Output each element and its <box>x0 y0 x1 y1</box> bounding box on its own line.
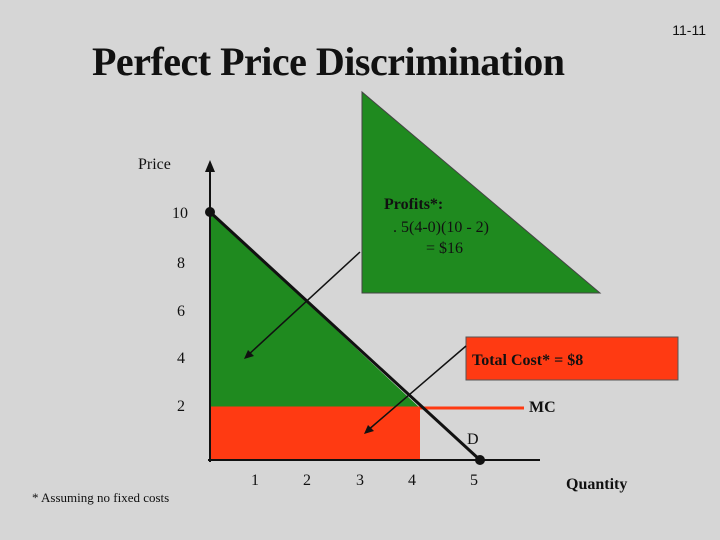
profits-formula: . 5(4-0)(10 - 2) <box>393 219 489 236</box>
slide-title: Perfect Price Discrimination <box>92 39 565 84</box>
total-cost-callout-box <box>465 336 679 381</box>
demand-top-point <box>205 207 215 217</box>
total-cost-arrowhead <box>364 425 374 434</box>
y-tick-label: 10 <box>172 205 188 222</box>
total-cost-arrow <box>366 345 467 432</box>
x-tick-label: 4 <box>408 472 416 489</box>
y-axis-arrowhead <box>205 160 215 172</box>
cost-area <box>210 408 420 460</box>
demand-bottom-point <box>475 455 485 465</box>
x-axis-label: Quantity <box>566 476 627 493</box>
mc-label: MC <box>529 399 556 416</box>
profits-callout-box <box>361 90 602 294</box>
profits-title: Profits*: <box>384 196 443 213</box>
profits-result: = $16 <box>426 240 463 257</box>
total-cost-label: Total Cost* = $8 <box>472 352 583 369</box>
y-tick-label: 2 <box>177 398 185 415</box>
footnote: * Assuming no fixed costs <box>32 490 169 505</box>
y-axis-label: Price <box>138 156 171 173</box>
x-tick-label: 1 <box>251 472 259 489</box>
x-tick-label: 2 <box>303 472 311 489</box>
x-tick-label: 5 <box>470 472 478 489</box>
slide-number: 11-11 <box>672 22 706 38</box>
y-tick-label: 6 <box>177 303 185 320</box>
y-tick-label: 4 <box>177 350 185 367</box>
demand-line <box>208 210 482 462</box>
profits-arrowhead <box>244 350 254 359</box>
x-tick-label: 3 <box>356 472 364 489</box>
demand-label: D <box>467 431 479 448</box>
profits-arrow <box>246 251 361 357</box>
y-tick-label: 8 <box>177 255 185 272</box>
